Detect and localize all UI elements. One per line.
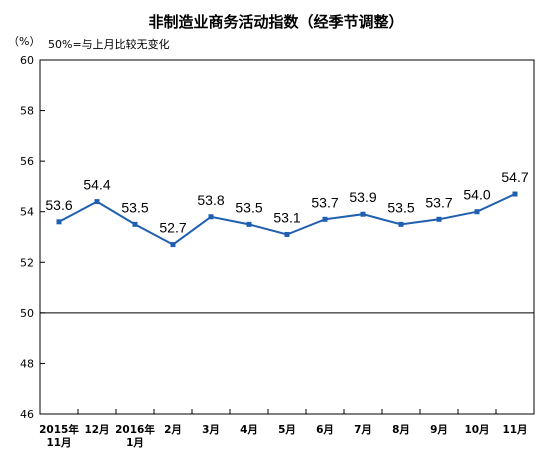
data-point [512, 191, 518, 197]
x-tick-label: 10月 [464, 424, 489, 436]
data-label: 53.7 [311, 194, 338, 210]
data-point [436, 216, 442, 222]
data-point [398, 221, 404, 227]
data-label: 53.7 [425, 194, 452, 210]
plot-frame [39, 59, 535, 415]
y-axis-unit: （%） [8, 35, 40, 48]
data-label: 54.4 [83, 177, 110, 193]
data-point [474, 209, 480, 215]
x-tick-label: 11月 [46, 437, 71, 449]
x-tick-label: 8月 [392, 424, 410, 436]
x-tick-label: 2月 [164, 424, 182, 436]
data-label: 53.6 [45, 197, 72, 213]
data-labels: 53.6 54.4 53.5 52.7 53.8 53.5 53.1 53.7 53.9 53.5… [45, 169, 528, 236]
y-tick-label: 46 [20, 408, 34, 421]
data-point [170, 242, 176, 248]
data-label: 52.7 [159, 220, 186, 236]
y-tick-label: 48 [20, 357, 34, 370]
y-axis: 60 58 56 54 52 50 48 46 [20, 54, 45, 421]
data-label: 54.0 [463, 187, 490, 203]
y-tick-label: 60 [20, 54, 34, 67]
data-point [284, 231, 290, 237]
x-tick-label: 7月 [354, 424, 372, 436]
y-tick-label: 50 [20, 307, 34, 320]
data-label: 53.5 [235, 199, 262, 215]
x-tick-label: 11月 [502, 424, 527, 436]
data-point [208, 214, 214, 220]
y-tick-label: 52 [20, 256, 34, 269]
chart-annotation: 50%=与上月比较无变化 [48, 37, 170, 51]
x-tick-label: 5月 [278, 424, 296, 436]
data-point [132, 221, 138, 227]
y-tick-label: 56 [20, 155, 34, 168]
x-tick-label: 9月 [430, 424, 448, 436]
data-label: 53.5 [387, 199, 414, 215]
data-label: 53.5 [121, 199, 148, 215]
data-label: 54.7 [501, 169, 528, 185]
data-point [94, 199, 100, 205]
data-point [246, 221, 252, 227]
y-tick-label: 54 [20, 206, 34, 219]
y-tick-label: 58 [20, 105, 34, 118]
data-label: 53.8 [197, 192, 224, 208]
data-label: 53.9 [349, 189, 376, 205]
x-tick-label: 2016年 [115, 423, 155, 436]
x-tick-label: 6月 [316, 424, 334, 436]
x-tick-label: 4月 [240, 424, 258, 436]
x-tick-label: 1月 [126, 437, 144, 449]
x-tick-label: 3月 [202, 424, 220, 436]
data-label: 53.1 [273, 209, 300, 225]
chart-title: 非制造业商务活动指数（经季节调整） [148, 13, 403, 31]
x-tick-label: 12月 [84, 424, 109, 436]
x-tick-label: 2015年 [39, 423, 79, 436]
data-point [360, 211, 366, 217]
data-point [56, 219, 62, 225]
data-point [322, 216, 328, 222]
series-markers [56, 191, 518, 248]
